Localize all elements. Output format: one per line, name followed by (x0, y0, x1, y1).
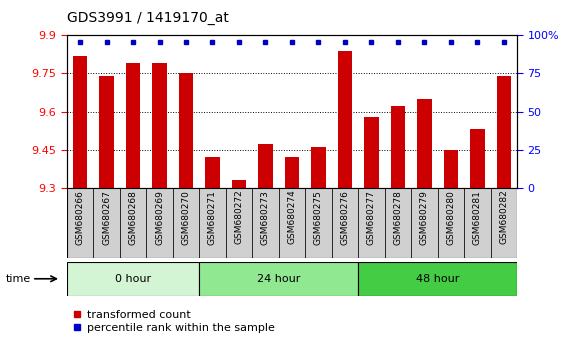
Bar (279, 188, 305, 258)
Bar (67, 188, 94, 258)
Bar (338, 51, 352, 188)
Bar (152, 63, 167, 188)
Bar (358, 188, 385, 258)
Text: 0 hour: 0 hour (115, 274, 151, 284)
Text: GSM680282: GSM680282 (499, 190, 508, 245)
Text: GDS3991 / 1419170_at: GDS3991 / 1419170_at (67, 11, 229, 25)
Text: GSM680269: GSM680269 (155, 190, 164, 245)
Legend: transformed count, percentile rank within the sample: transformed count, percentile rank withi… (73, 310, 275, 333)
Bar (470, 129, 485, 188)
Bar (311, 147, 326, 188)
Bar (385, 188, 411, 258)
Bar (226, 188, 252, 258)
Text: time: time (6, 274, 31, 284)
Bar (332, 188, 358, 258)
Bar (179, 73, 193, 188)
Bar (199, 188, 226, 258)
Text: GSM680270: GSM680270 (181, 190, 191, 245)
Bar (437, 188, 464, 258)
Bar (464, 188, 490, 258)
Bar (258, 144, 272, 188)
Bar (358, 262, 517, 296)
Bar (305, 188, 332, 258)
Text: GSM680275: GSM680275 (314, 190, 323, 245)
Text: GSM680278: GSM680278 (393, 190, 403, 245)
Text: GSM680266: GSM680266 (76, 190, 85, 245)
Text: GSM680281: GSM680281 (473, 190, 482, 245)
Text: GSM680280: GSM680280 (446, 190, 456, 245)
Bar (252, 188, 279, 258)
Text: GSM680268: GSM680268 (128, 190, 138, 245)
Bar (232, 180, 246, 188)
Bar (120, 188, 146, 258)
Bar (146, 188, 173, 258)
Bar (411, 188, 437, 258)
Text: 48 hour: 48 hour (416, 274, 460, 284)
Bar (364, 116, 379, 188)
Bar (490, 188, 517, 258)
Bar (497, 76, 511, 188)
Text: GSM680274: GSM680274 (288, 190, 296, 245)
Bar (99, 76, 114, 188)
Bar (285, 157, 299, 188)
Bar (417, 99, 432, 188)
Bar (173, 188, 199, 258)
Bar (94, 188, 120, 258)
Text: GSM680272: GSM680272 (235, 190, 243, 245)
Bar (67, 262, 199, 296)
Text: GSM680267: GSM680267 (102, 190, 111, 245)
Bar (390, 107, 405, 188)
Text: GSM680273: GSM680273 (261, 190, 270, 245)
Text: GSM680276: GSM680276 (340, 190, 349, 245)
Text: GSM680277: GSM680277 (367, 190, 376, 245)
Bar (205, 157, 220, 188)
Text: GSM680279: GSM680279 (420, 190, 429, 245)
Text: 24 hour: 24 hour (257, 274, 300, 284)
Text: GSM680271: GSM680271 (208, 190, 217, 245)
Bar (73, 56, 87, 188)
Bar (125, 63, 141, 188)
Bar (443, 150, 458, 188)
Bar (199, 262, 358, 296)
